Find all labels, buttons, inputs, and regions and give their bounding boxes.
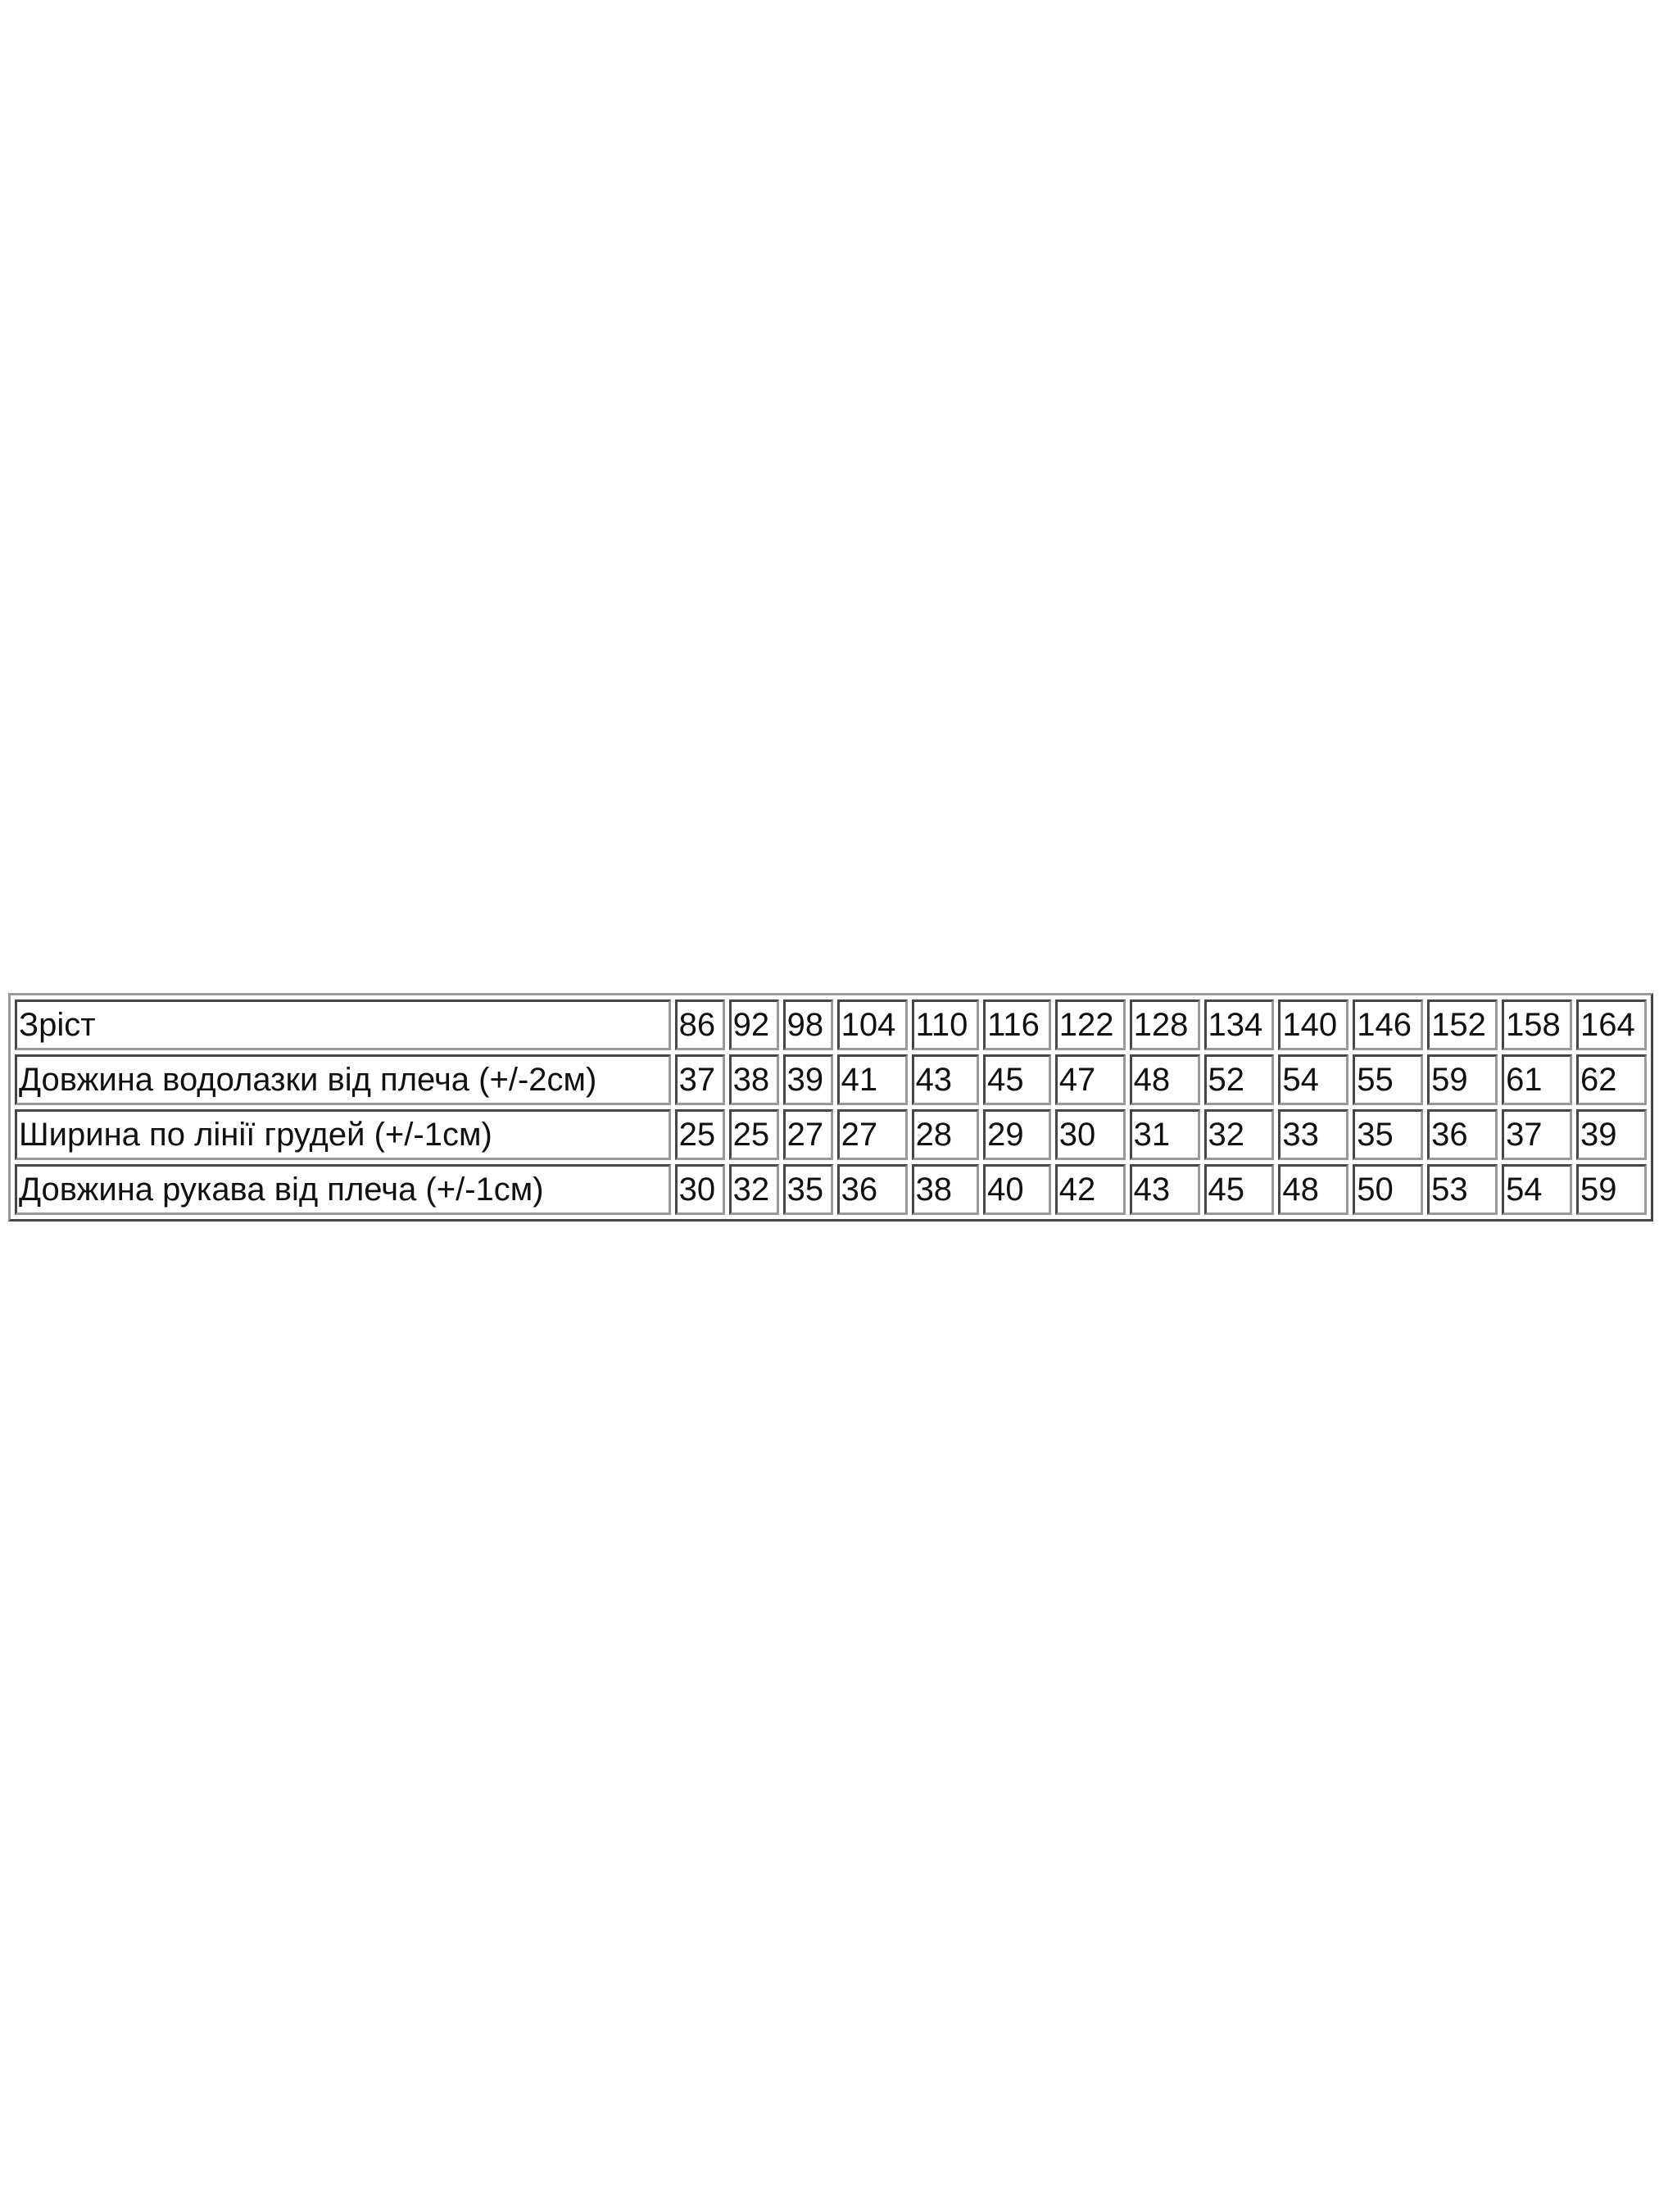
row-label: Довжина рукава від плеча (+/-1см) <box>15 1164 671 1215</box>
measurement-cell: 30 <box>1054 1109 1126 1160</box>
table-row: Ширина по лінії грудей (+/-1см) 25 25 27 27 2… <box>15 1109 1647 1160</box>
measurement-cell: 29 <box>983 1109 1051 1160</box>
row-label: Ширина по лінії грудей (+/-1см) <box>15 1109 671 1160</box>
measurement-cell: 42 <box>1054 1164 1126 1215</box>
height-cell: 122 <box>1054 999 1126 1050</box>
measurement-cell: 35 <box>1353 1109 1424 1160</box>
measurement-cell: 48 <box>1129 1054 1200 1105</box>
table-row: Довжина рукава від плеча (+/-1см) 30 32 35 3… <box>15 1164 1647 1215</box>
measurement-cell: 48 <box>1278 1164 1349 1215</box>
measurement-cell: 30 <box>674 1164 725 1215</box>
measurement-cell: 36 <box>1427 1109 1498 1160</box>
height-cell: 158 <box>1502 999 1572 1050</box>
measurement-cell: 47 <box>1054 1054 1126 1105</box>
measurement-cell: 43 <box>911 1054 980 1105</box>
height-cell: 110 <box>911 999 980 1050</box>
measurement-cell: 40 <box>983 1164 1051 1215</box>
measurement-cell: 38 <box>911 1164 980 1215</box>
height-cell: 104 <box>836 999 908 1050</box>
measurement-cell: 45 <box>983 1054 1051 1105</box>
measurement-cell: 27 <box>836 1109 908 1160</box>
height-cell: 152 <box>1427 999 1498 1050</box>
measurement-cell: 25 <box>674 1109 725 1160</box>
measurement-cell: 32 <box>1203 1109 1275 1160</box>
measurement-cell: 62 <box>1575 1054 1647 1105</box>
measurement-cell: 50 <box>1353 1164 1424 1215</box>
size-chart-table: Зріст 86 92 98 104 110 116 122 128 134 140 146 152 15… <box>8 993 1653 1222</box>
measurement-cell: 37 <box>1502 1109 1572 1160</box>
height-cell: 146 <box>1353 999 1424 1050</box>
height-cell: 140 <box>1278 999 1349 1050</box>
measurement-cell: 39 <box>1575 1109 1647 1160</box>
measurement-cell: 43 <box>1129 1164 1200 1215</box>
measurement-cell: 61 <box>1502 1054 1572 1105</box>
row-label: Довжина водолазки від плеча (+/-2см) <box>15 1054 671 1105</box>
measurement-cell: 53 <box>1427 1164 1498 1215</box>
measurement-cell: 55 <box>1353 1054 1424 1105</box>
height-cell: 128 <box>1129 999 1200 1050</box>
measurement-cell: 59 <box>1575 1164 1647 1215</box>
height-cell: 164 <box>1575 999 1647 1050</box>
measurement-cell: 37 <box>674 1054 725 1105</box>
measurement-cell: 25 <box>728 1109 779 1160</box>
height-cell: 98 <box>782 999 833 1050</box>
measurement-cell: 59 <box>1427 1054 1498 1105</box>
table-row: Довжина водолазки від плеча (+/-2см) 37 38… <box>15 1054 1647 1105</box>
header-row: Зріст 86 92 98 104 110 116 122 128 134 140 146 152 15… <box>15 999 1647 1050</box>
measurement-cell: 54 <box>1502 1164 1572 1215</box>
measurement-cell: 32 <box>728 1164 779 1215</box>
measurement-cell: 39 <box>782 1054 833 1105</box>
measurement-cell: 36 <box>836 1164 908 1215</box>
height-cell: 86 <box>674 999 725 1050</box>
measurement-cell: 33 <box>1278 1109 1349 1160</box>
row-label: Зріст <box>15 999 671 1050</box>
measurement-cell: 52 <box>1203 1054 1275 1105</box>
measurement-cell: 31 <box>1129 1109 1200 1160</box>
measurement-cell: 41 <box>836 1054 908 1105</box>
measurement-cell: 35 <box>782 1164 833 1215</box>
measurement-cell: 38 <box>728 1054 779 1105</box>
measurement-cell: 54 <box>1278 1054 1349 1105</box>
measurement-cell: 45 <box>1203 1164 1275 1215</box>
measurement-cell: 27 <box>782 1109 833 1160</box>
height-cell: 134 <box>1203 999 1275 1050</box>
height-cell: 92 <box>728 999 779 1050</box>
measurement-cell: 28 <box>911 1109 980 1160</box>
height-cell: 116 <box>983 999 1051 1050</box>
